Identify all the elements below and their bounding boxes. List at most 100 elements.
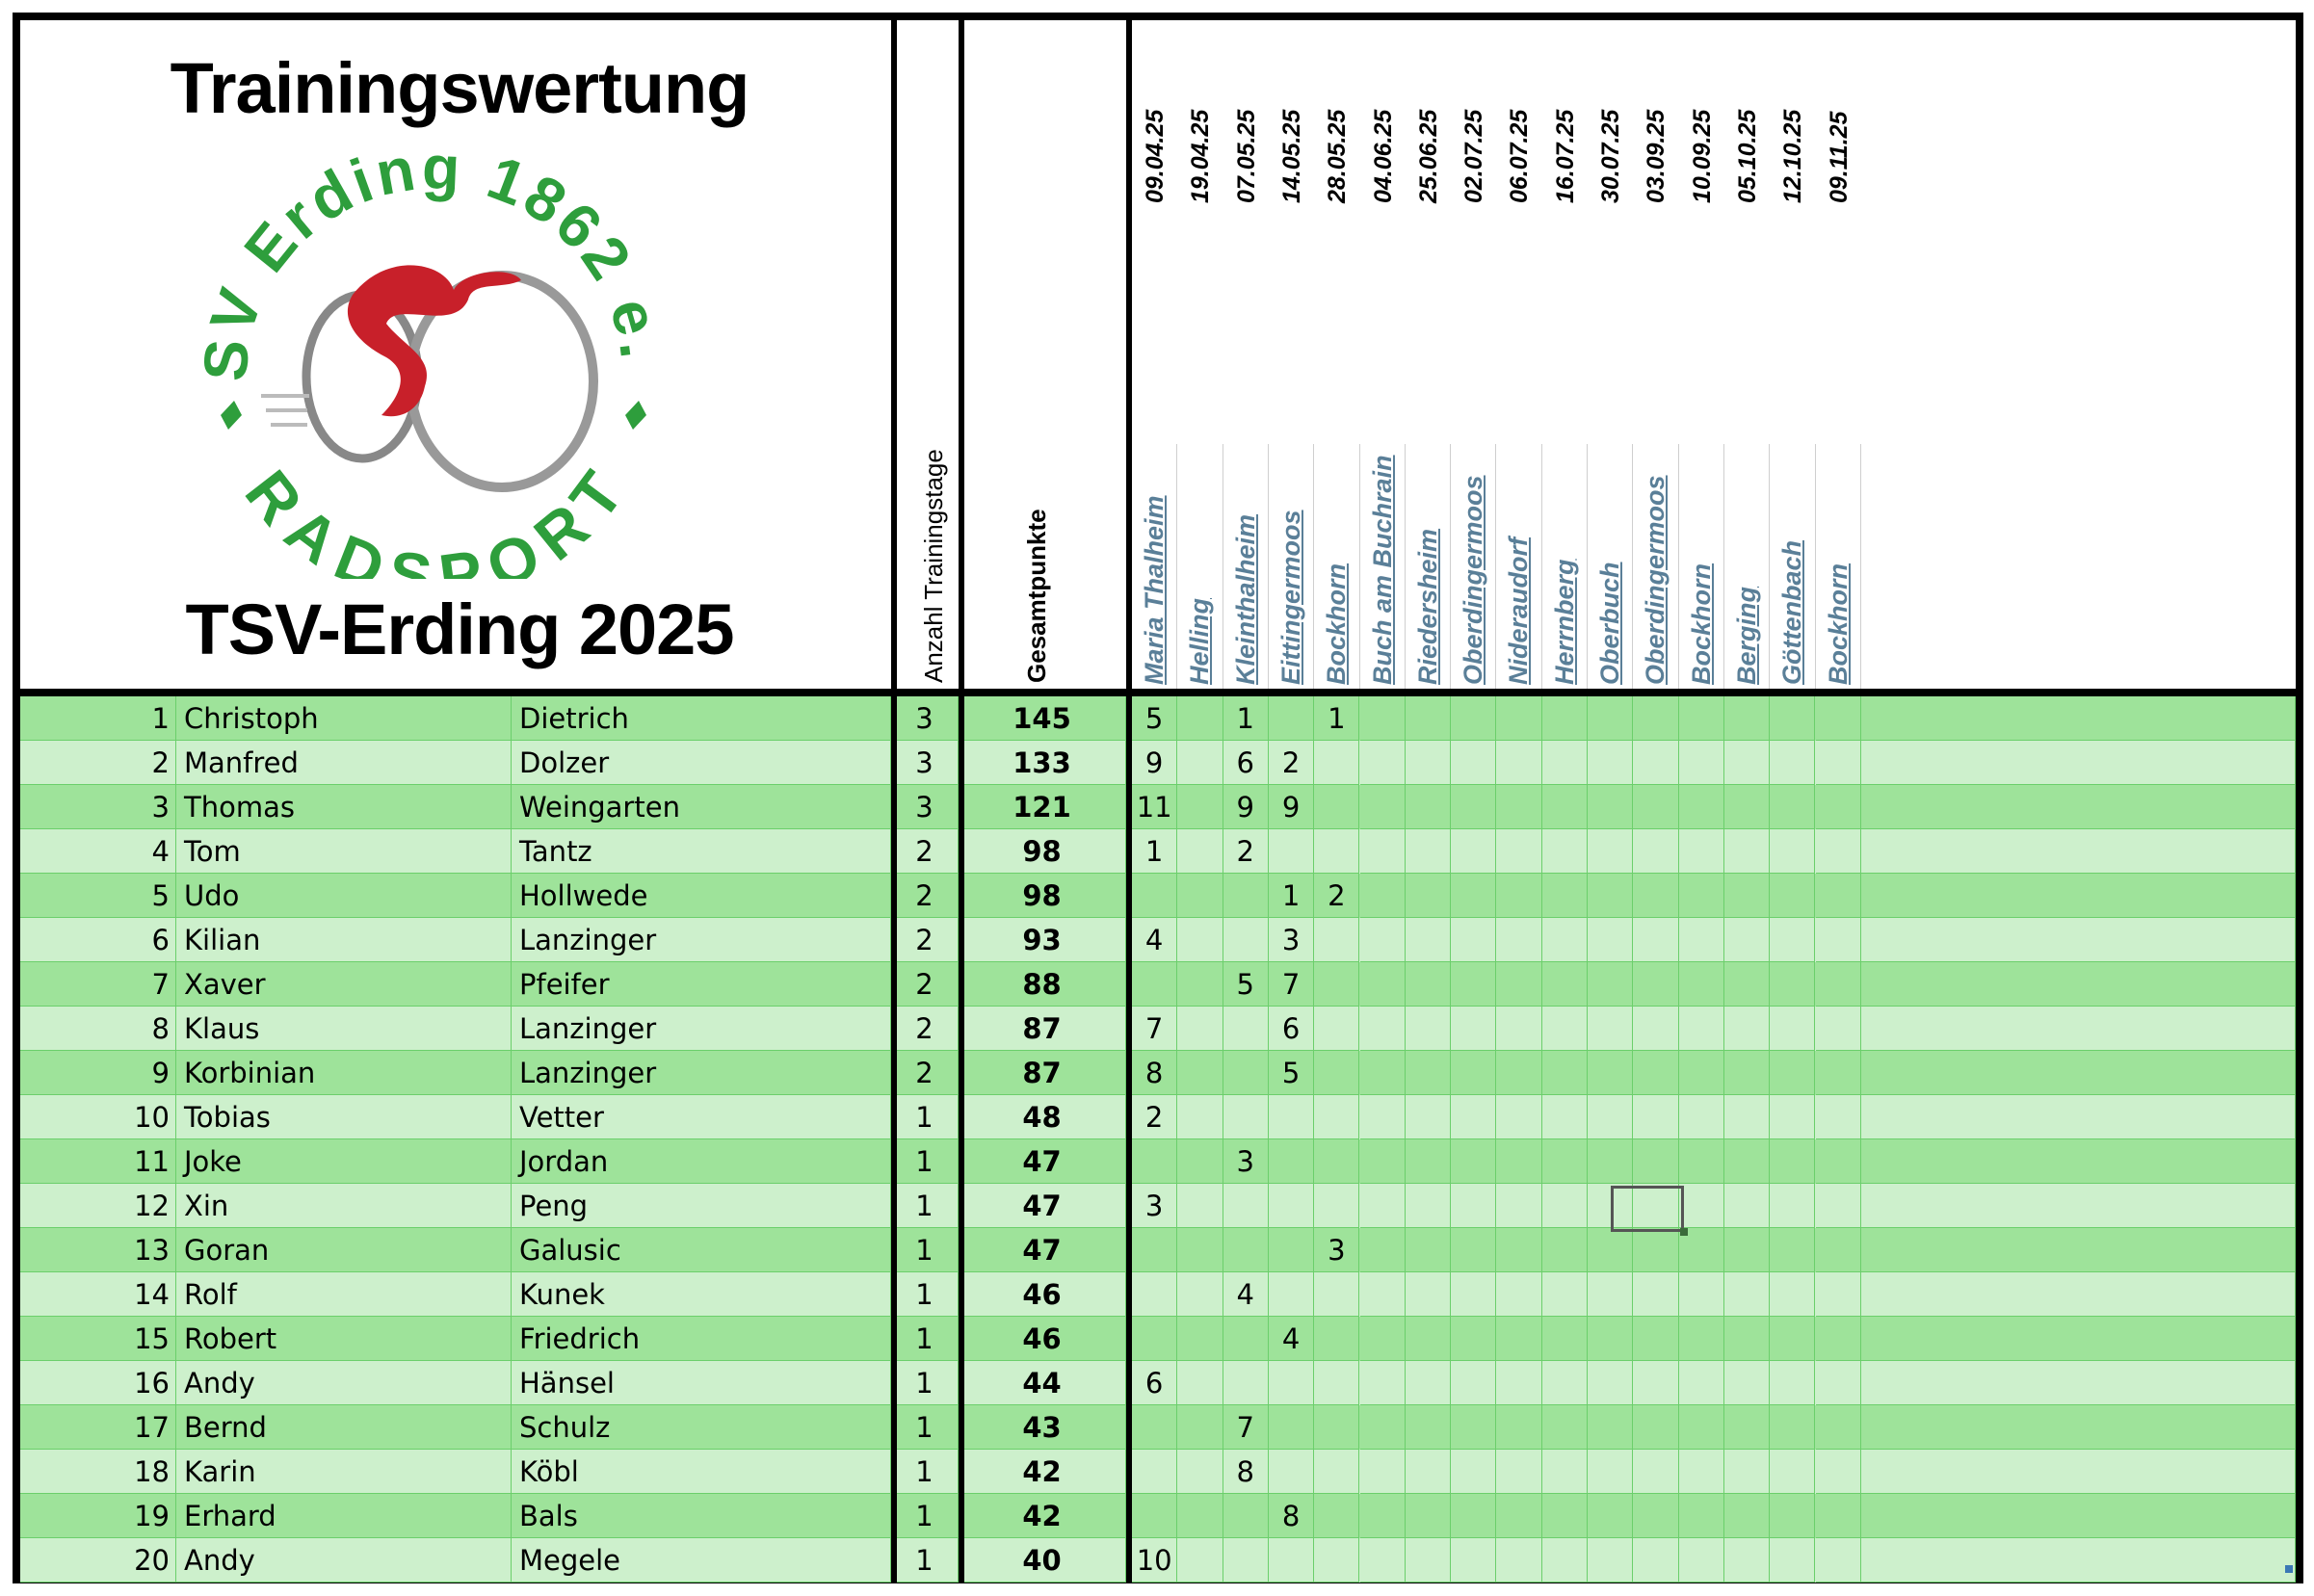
event-location-link-9[interactable]: Nideraudorf [1504, 536, 1534, 685]
last-name-cell[interactable]: Vetter [512, 1095, 891, 1139]
place-cell[interactable] [1223, 1184, 1269, 1228]
place-cell[interactable] [1405, 785, 1452, 829]
last-name-cell[interactable]: Peng [512, 1184, 891, 1228]
place-cell[interactable] [1405, 1494, 1452, 1538]
event-location-link-8[interactable]: Oberdingermoos [1459, 475, 1488, 685]
place-cell[interactable] [1633, 1051, 1679, 1095]
training-days-cell[interactable]: 2 [891, 962, 959, 1007]
place-cell[interactable] [1541, 1450, 1588, 1494]
place-cell[interactable] [1268, 829, 1315, 874]
place-cell[interactable] [1314, 1317, 1360, 1361]
training-days-cell[interactable]: 2 [891, 1051, 959, 1095]
place-cell[interactable] [1815, 1007, 1861, 1051]
place-cell[interactable] [1268, 1184, 1315, 1228]
total-points-cell[interactable]: 42 [959, 1494, 1126, 1538]
place-cell[interactable] [1633, 1494, 1679, 1538]
first-name-cell[interactable]: Rolf [176, 1272, 512, 1317]
place-cell[interactable] [1451, 1272, 1497, 1317]
total-points-cell[interactable]: 88 [959, 962, 1126, 1007]
place-cell[interactable] [1815, 1538, 1861, 1583]
place-cell[interactable] [1678, 1450, 1724, 1494]
first-name-cell[interactable]: Andy [176, 1538, 512, 1583]
place-cell[interactable] [1770, 1317, 1816, 1361]
place-cell[interactable] [1541, 918, 1588, 962]
last-name-cell[interactable]: Lanzinger [512, 1051, 891, 1095]
place-cell[interactable] [1223, 1007, 1269, 1051]
place-cell[interactable]: 3 [1223, 1139, 1269, 1184]
place-cell[interactable] [1723, 1007, 1771, 1051]
last-name-cell[interactable]: Weingarten [512, 785, 891, 829]
empty-cell[interactable] [1860, 1450, 2296, 1494]
empty-cell[interactable] [1860, 1007, 2296, 1051]
place-cell[interactable] [1223, 1317, 1269, 1361]
last-name-cell[interactable]: Schulz [512, 1405, 891, 1450]
training-days-cell[interactable]: 2 [891, 874, 959, 918]
event-location-link-11[interactable]: Oberbuch [1595, 562, 1624, 685]
total-points-cell[interactable]: 121 [959, 785, 1126, 829]
place-cell[interactable] [1359, 1007, 1406, 1051]
place-cell[interactable] [1815, 1051, 1861, 1095]
place-cell[interactable]: 9 [1223, 785, 1269, 829]
first-name-cell[interactable]: Joke [176, 1139, 512, 1184]
place-cell[interactable] [1496, 1139, 1542, 1184]
total-points-cell[interactable]: 46 [959, 1272, 1126, 1317]
place-cell[interactable] [1588, 1494, 1634, 1538]
place-cell[interactable] [1541, 1007, 1588, 1051]
place-cell[interactable] [1588, 1139, 1634, 1184]
training-days-cell[interactable]: 1 [891, 1184, 959, 1228]
place-cell[interactable] [1177, 1494, 1223, 1538]
place-cell[interactable] [1359, 962, 1406, 1007]
place-cell[interactable] [1815, 1450, 1861, 1494]
place-cell[interactable] [1770, 1139, 1816, 1184]
empty-cell[interactable] [1860, 962, 2296, 1007]
place-cell[interactable] [1132, 1494, 1178, 1538]
place-cell[interactable] [1588, 1405, 1634, 1450]
event-location-link-14[interactable]: Berging [1731, 586, 1761, 685]
place-cell[interactable] [1451, 1450, 1497, 1494]
first-name-cell[interactable]: Udo [176, 874, 512, 918]
place-cell[interactable] [1815, 1139, 1861, 1184]
place-cell[interactable] [1223, 1538, 1269, 1583]
place-cell[interactable] [1588, 785, 1634, 829]
training-days-cell[interactable]: 1 [891, 1494, 959, 1538]
place-cell[interactable] [1496, 696, 1542, 741]
place-cell[interactable] [1177, 874, 1223, 918]
place-cell[interactable] [1541, 829, 1588, 874]
place-cell[interactable] [1359, 1095, 1406, 1139]
place-cell[interactable] [1815, 1405, 1861, 1450]
place-cell[interactable] [1588, 741, 1634, 785]
place-cell[interactable] [1496, 1051, 1542, 1095]
total-points-cell[interactable]: 93 [959, 918, 1126, 962]
place-cell[interactable] [1223, 1228, 1269, 1272]
first-name-cell[interactable]: Goran [176, 1228, 512, 1272]
place-cell[interactable] [1496, 1405, 1542, 1450]
rank-cell[interactable]: 15 [20, 1317, 176, 1361]
place-cell[interactable] [1723, 829, 1771, 874]
event-location-link-12[interactable]: Oberdingermoos [1641, 475, 1670, 685]
place-cell[interactable]: 2 [1314, 874, 1360, 918]
place-cell[interactable] [1177, 918, 1223, 962]
total-points-cell[interactable]: 46 [959, 1317, 1126, 1361]
training-days-cell[interactable]: 2 [891, 1007, 959, 1051]
place-cell[interactable] [1496, 1184, 1542, 1228]
rank-cell[interactable]: 3 [20, 785, 176, 829]
place-cell[interactable] [1770, 1494, 1816, 1538]
place-cell[interactable] [1223, 1494, 1269, 1538]
place-cell[interactable] [1633, 918, 1679, 962]
event-location-link-7[interactable]: Riedersheim [1412, 528, 1442, 685]
place-cell[interactable] [1723, 962, 1771, 1007]
place-cell[interactable]: 4 [1132, 918, 1178, 962]
place-cell[interactable] [1723, 1228, 1771, 1272]
place-cell[interactable] [1268, 1361, 1315, 1405]
place-cell[interactable] [1770, 1450, 1816, 1494]
place-cell[interactable] [1723, 1139, 1771, 1184]
place-cell[interactable] [1678, 1228, 1724, 1272]
place-cell[interactable] [1451, 1051, 1497, 1095]
rank-cell[interactable]: 10 [20, 1095, 176, 1139]
place-cell[interactable] [1405, 962, 1452, 1007]
place-cell[interactable] [1496, 1317, 1542, 1361]
empty-cell[interactable] [1860, 1405, 2296, 1450]
place-cell[interactable] [1496, 829, 1542, 874]
place-cell[interactable]: 3 [1268, 918, 1315, 962]
place-cell[interactable]: 10 [1132, 1538, 1178, 1583]
